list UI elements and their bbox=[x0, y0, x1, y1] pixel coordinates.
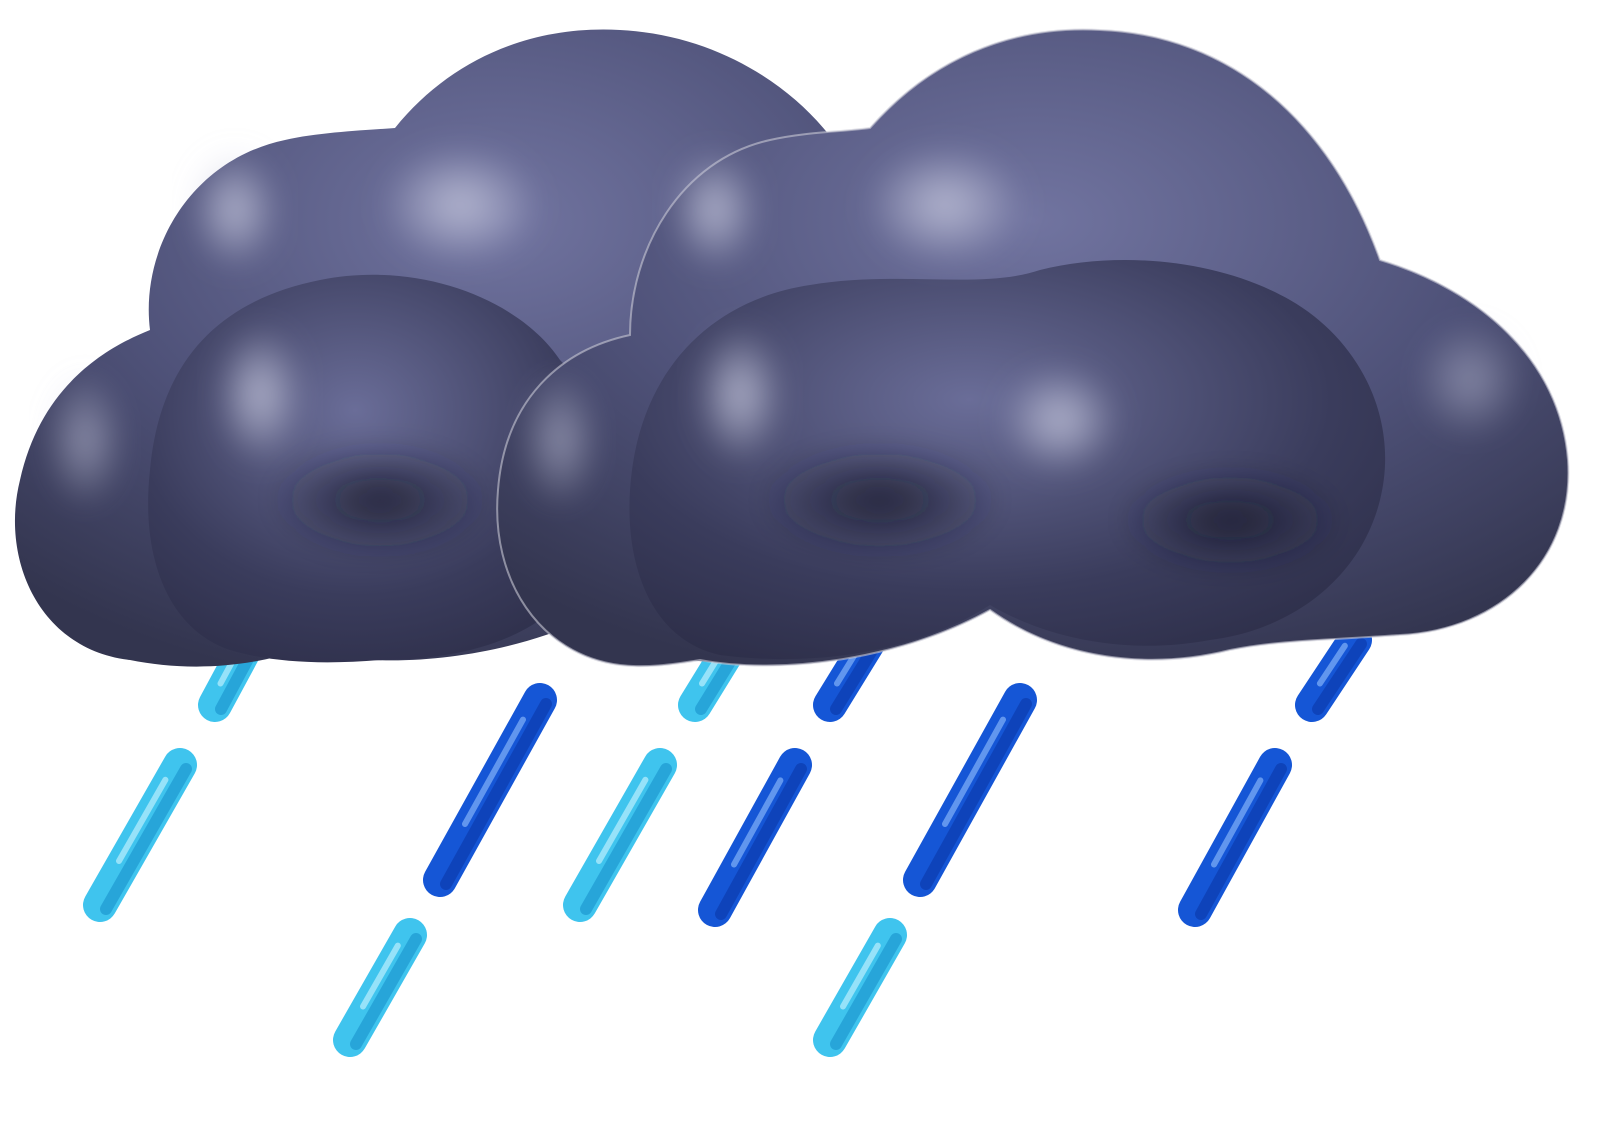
right-cloud bbox=[496, 28, 1570, 668]
raindrop bbox=[423, 683, 557, 897]
raindrop bbox=[1178, 748, 1292, 927]
raindrop bbox=[1295, 623, 1372, 722]
raindrop bbox=[563, 748, 677, 922]
raindrop bbox=[333, 918, 427, 1057]
raindrop bbox=[813, 918, 907, 1057]
raindrop bbox=[83, 748, 197, 922]
raindrop bbox=[698, 748, 812, 927]
raindrops bbox=[83, 623, 1372, 1057]
raindrop bbox=[903, 683, 1037, 897]
